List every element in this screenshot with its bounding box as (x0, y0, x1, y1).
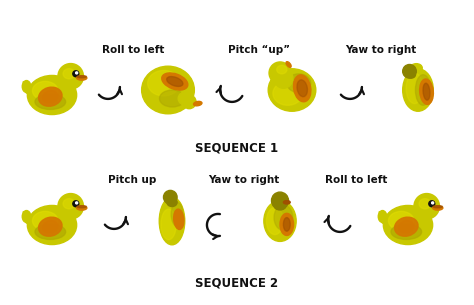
Ellipse shape (383, 206, 433, 245)
Ellipse shape (43, 91, 58, 103)
Ellipse shape (61, 205, 74, 222)
Circle shape (73, 71, 79, 77)
Ellipse shape (378, 210, 387, 222)
Ellipse shape (61, 75, 74, 92)
Ellipse shape (297, 80, 308, 97)
Ellipse shape (63, 199, 75, 209)
Polygon shape (23, 211, 30, 223)
Ellipse shape (280, 214, 293, 235)
Text: Pitch “up”: Pitch “up” (228, 45, 290, 55)
Circle shape (182, 95, 196, 109)
Ellipse shape (293, 75, 311, 102)
Ellipse shape (63, 69, 75, 79)
Ellipse shape (274, 201, 286, 210)
Ellipse shape (142, 66, 194, 114)
Ellipse shape (167, 198, 177, 206)
Ellipse shape (433, 206, 442, 208)
Text: SEQUENCE 2: SEQUENCE 2 (195, 277, 279, 289)
Ellipse shape (389, 211, 414, 230)
Ellipse shape (32, 81, 58, 100)
Circle shape (58, 194, 83, 219)
Ellipse shape (38, 87, 62, 106)
Ellipse shape (274, 68, 293, 88)
Ellipse shape (193, 101, 202, 106)
Ellipse shape (403, 69, 433, 111)
Ellipse shape (161, 209, 176, 240)
Circle shape (269, 62, 291, 84)
Circle shape (403, 64, 416, 78)
Text: SEQUENCE 1: SEQUENCE 1 (195, 142, 279, 155)
Ellipse shape (273, 81, 302, 105)
Ellipse shape (423, 83, 430, 100)
Text: Yaw to right: Yaw to right (345, 45, 416, 55)
Polygon shape (23, 81, 30, 93)
Ellipse shape (419, 199, 431, 209)
Ellipse shape (43, 221, 58, 233)
Ellipse shape (22, 210, 31, 222)
Ellipse shape (283, 217, 290, 231)
Circle shape (272, 192, 289, 209)
Ellipse shape (283, 201, 290, 204)
Ellipse shape (35, 224, 65, 239)
Ellipse shape (287, 74, 310, 92)
Ellipse shape (22, 81, 31, 92)
Ellipse shape (433, 206, 443, 210)
Ellipse shape (266, 207, 283, 235)
Ellipse shape (415, 75, 431, 105)
Ellipse shape (274, 205, 293, 230)
Ellipse shape (286, 62, 291, 67)
Ellipse shape (77, 206, 86, 208)
Ellipse shape (264, 201, 296, 241)
Ellipse shape (27, 206, 77, 245)
Ellipse shape (417, 205, 430, 222)
Ellipse shape (38, 217, 62, 236)
Circle shape (164, 190, 177, 204)
Text: Roll to left: Roll to left (325, 175, 387, 185)
Text: Pitch up: Pitch up (108, 175, 156, 185)
Ellipse shape (35, 94, 65, 109)
Circle shape (429, 201, 435, 207)
Ellipse shape (406, 73, 423, 104)
Ellipse shape (419, 79, 433, 104)
Ellipse shape (159, 197, 185, 245)
Circle shape (76, 202, 78, 204)
Ellipse shape (147, 70, 180, 96)
Ellipse shape (171, 202, 183, 226)
Ellipse shape (399, 221, 414, 233)
Circle shape (58, 63, 83, 89)
Ellipse shape (407, 71, 415, 78)
Circle shape (414, 194, 439, 219)
Polygon shape (379, 211, 386, 223)
Ellipse shape (77, 206, 87, 210)
Ellipse shape (394, 217, 418, 236)
Ellipse shape (277, 65, 287, 74)
Ellipse shape (167, 77, 183, 86)
Ellipse shape (410, 64, 422, 72)
Circle shape (76, 72, 78, 74)
Ellipse shape (178, 92, 193, 105)
Ellipse shape (77, 76, 87, 80)
Ellipse shape (162, 73, 188, 90)
Circle shape (432, 202, 434, 204)
Ellipse shape (32, 211, 58, 230)
Ellipse shape (159, 90, 185, 107)
Ellipse shape (268, 69, 316, 111)
Ellipse shape (173, 209, 184, 229)
Ellipse shape (77, 76, 86, 78)
Circle shape (73, 201, 79, 207)
Ellipse shape (391, 224, 421, 239)
Text: Roll to left: Roll to left (102, 45, 164, 55)
Text: Yaw to right: Yaw to right (208, 175, 279, 185)
Ellipse shape (27, 75, 77, 115)
